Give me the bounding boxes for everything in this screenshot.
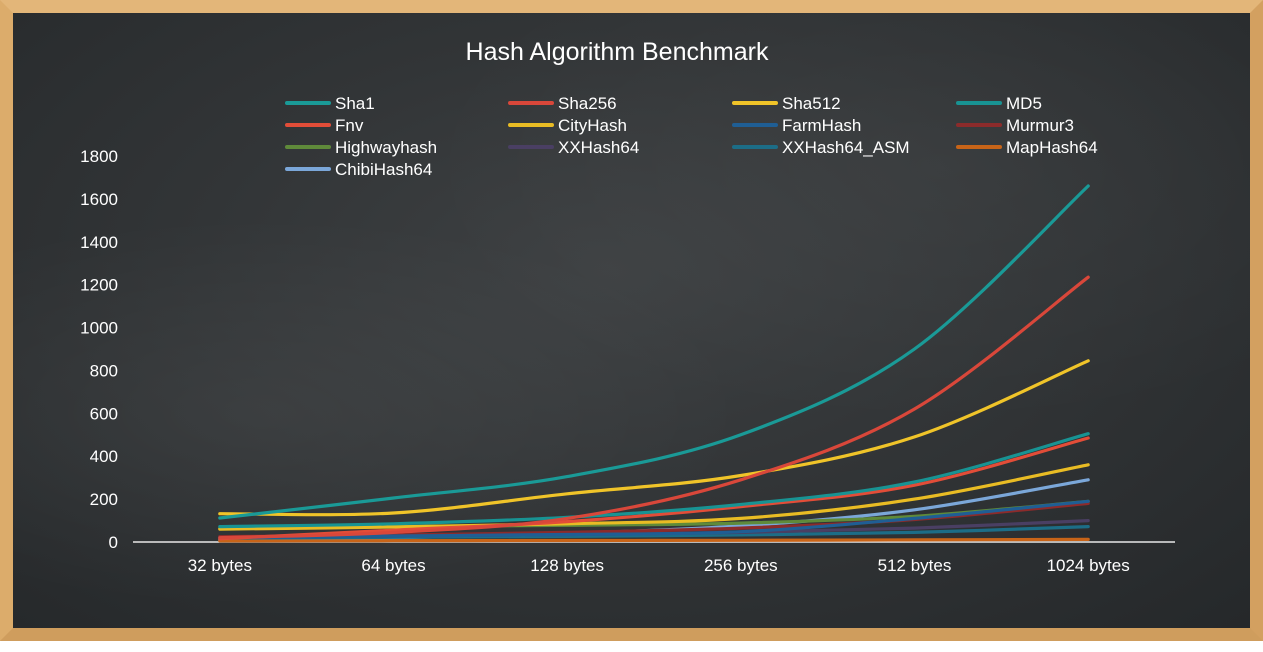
y-tick-label: 600 (90, 404, 118, 423)
x-tick-label: 256 bytes (704, 556, 778, 575)
legend-item: Sha512 (732, 94, 841, 113)
legend-label: CityHash (558, 116, 627, 135)
legend-item: Sha1 (285, 94, 375, 113)
legend-label: Fnv (335, 116, 364, 135)
y-tick-label: 1600 (80, 190, 118, 209)
legend-item: XXHash64_ASM (732, 138, 910, 157)
y-tick-label: 400 (90, 447, 118, 466)
legend-item: MD5 (956, 94, 1042, 113)
legend-label: Highwayhash (335, 138, 437, 157)
series-line-farmhash (218, 499, 1090, 540)
x-tick-label: 32 bytes (188, 556, 252, 575)
chart-title: Hash Algorithm Benchmark (466, 38, 769, 66)
y-tick-label: 800 (90, 361, 118, 380)
legend-item: MapHash64 (956, 138, 1098, 157)
legend-item: Murmur3 (956, 116, 1074, 135)
x-tick-label: 128 bytes (530, 556, 604, 575)
series-line-fnv (218, 436, 1090, 541)
x-tick-label: 64 bytes (361, 556, 425, 575)
y-tick-label: 200 (90, 490, 118, 509)
series-line-sha1 (218, 184, 1090, 520)
legend-item: Fnv (285, 116, 364, 135)
legend-label: Sha512 (782, 94, 841, 113)
x-tick-label: 512 bytes (878, 556, 952, 575)
legend-label: Sha1 (335, 94, 375, 113)
legend-label: ChibiHash64 (335, 160, 432, 179)
series-line-maphash64 (218, 537, 1090, 543)
y-axis: 0 200 400 600 800 1000 1200 1400 1600 1800 (80, 147, 118, 552)
legend: Sha1 Sha256 Sha512 MD5 Fnv CityHash FarmHash Mu… (285, 94, 1098, 179)
series-line-sha256 (218, 275, 1090, 540)
legend-item: ChibiHash64 (285, 160, 432, 179)
legend-item: Sha256 (508, 94, 617, 113)
y-tick-label: 1000 (80, 319, 118, 338)
legend-label: FarmHash (782, 116, 861, 135)
series-line-sha512 (218, 359, 1090, 517)
series-lines (218, 184, 1090, 543)
legend-label: MD5 (1006, 94, 1042, 113)
legend-item: FarmHash (732, 116, 861, 135)
legend-label: Murmur3 (1006, 116, 1074, 135)
x-tick-label: 1024 bytes (1047, 556, 1130, 575)
legend-item: XXHash64 (508, 138, 639, 157)
legend-label: MapHash64 (1006, 138, 1098, 157)
legend-item: Highwayhash (285, 138, 437, 157)
legend-item: CityHash (508, 116, 627, 135)
y-tick-label: 1400 (80, 233, 118, 252)
legend-label: XXHash64_ASM (782, 138, 910, 157)
y-tick-label: 1800 (80, 147, 118, 166)
legend-label: Sha256 (558, 94, 617, 113)
series-line-cityhash (218, 463, 1090, 531)
y-tick-label: 1200 (80, 276, 118, 295)
y-tick-label: 0 (109, 533, 118, 552)
legend-label: XXHash64 (558, 138, 639, 157)
series-line-md5 (218, 432, 1090, 529)
x-axis: 32 bytes 64 bytes 128 bytes 256 bytes 512 by… (133, 541, 1175, 575)
